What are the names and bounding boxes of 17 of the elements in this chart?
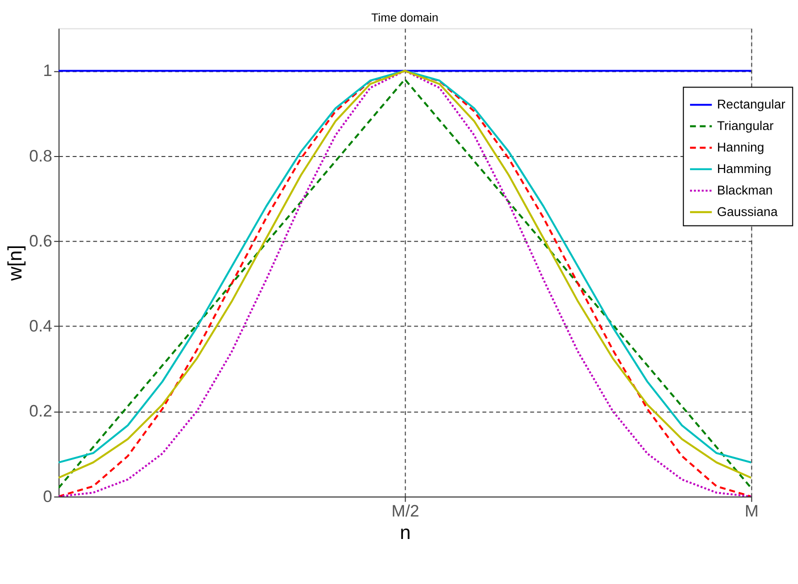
x-tick-label: M/2 (392, 502, 420, 520)
chart-title: Time domain (371, 11, 438, 24)
x-axis-title: n (400, 522, 411, 544)
legend-label: Gaussiana (717, 205, 779, 220)
legend-label: Triangular (717, 119, 774, 134)
y-tick-label: 0.4 (29, 316, 52, 336)
y-tick-label: 1 (42, 61, 52, 80)
x-tick-label: M (744, 502, 759, 520)
y-axis-title: w[n] (4, 244, 26, 282)
y-tick-label: 0.6 (29, 231, 52, 250)
legend-label: Hanning (717, 140, 764, 155)
legend-label: Blackman (717, 184, 773, 198)
y-tick-label: 0 (42, 486, 52, 506)
y-tick-label: 0.8 (29, 146, 52, 166)
legend-label: Rectangular (717, 98, 786, 112)
y-tick-label: 0.2 (29, 402, 52, 421)
legend-label: Hamming (717, 162, 772, 176)
